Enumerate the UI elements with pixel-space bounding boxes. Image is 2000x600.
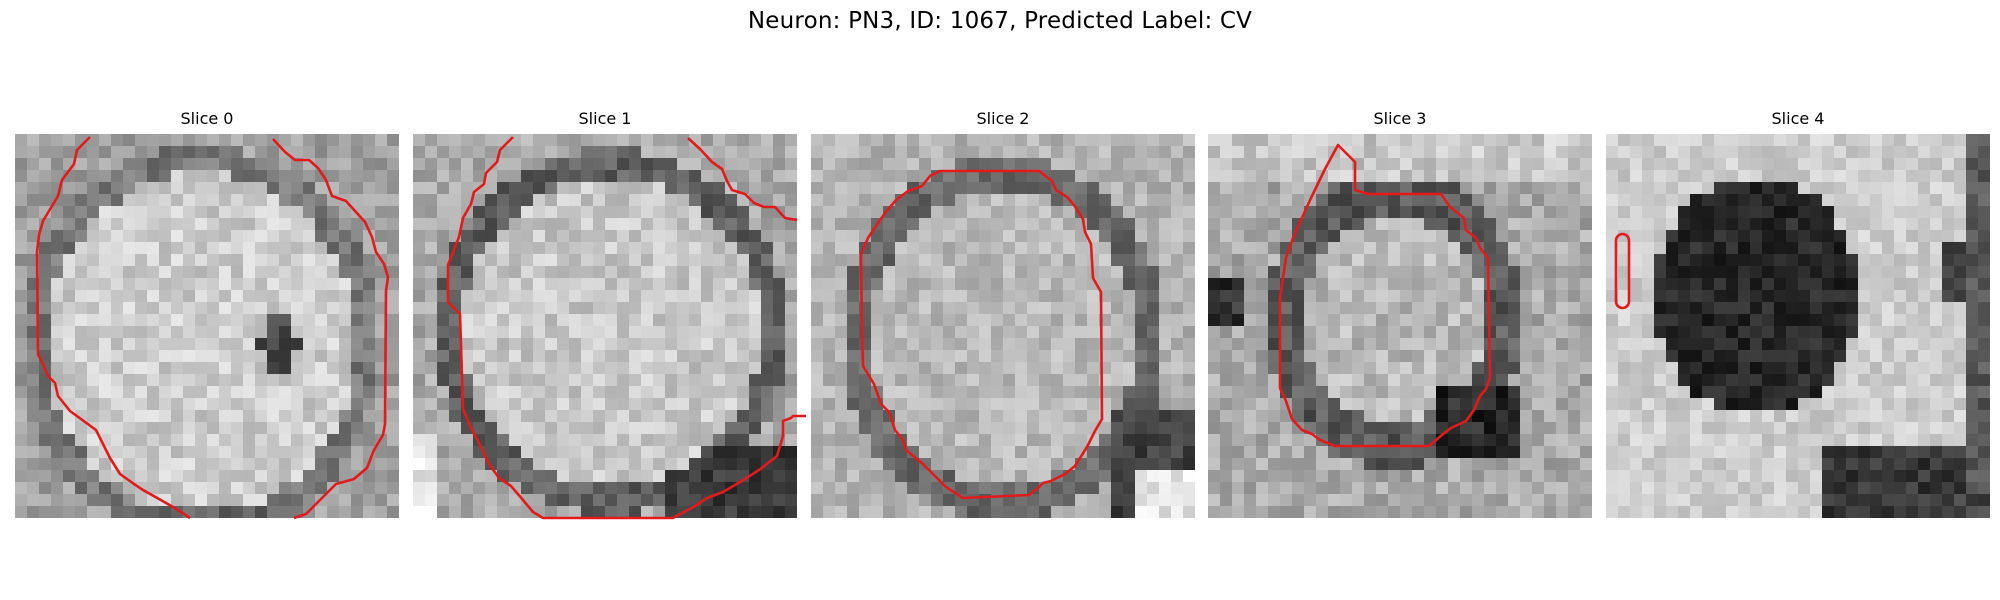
contour-overlay bbox=[446, 136, 806, 520]
contour-overlay bbox=[1278, 143, 1492, 448]
contour-line bbox=[35, 136, 191, 520]
grayscale-slice bbox=[811, 134, 1195, 518]
contour-line bbox=[687, 137, 798, 222]
slice-panel-3: Slice 3 bbox=[1208, 110, 1592, 518]
contour-overlay bbox=[35, 136, 390, 520]
slice-title: Slice 2 bbox=[976, 109, 1030, 128]
contour-line bbox=[859, 169, 1104, 500]
slice-panel-1: Slice 1 bbox=[413, 109, 806, 520]
slice-panel-2: Slice 2 bbox=[811, 110, 1195, 518]
contour-line bbox=[1278, 143, 1492, 448]
contour-line bbox=[1614, 232, 1631, 310]
contour-line bbox=[446, 136, 806, 520]
slice-image-2 bbox=[811, 134, 1195, 518]
slice-title: Slice 4 bbox=[1771, 109, 1825, 128]
slice-panel-0: Slice 0 bbox=[15, 109, 399, 520]
slice-image-1 bbox=[413, 134, 806, 520]
slice-title: Slice 0 bbox=[180, 109, 234, 128]
grayscale-slice bbox=[1606, 134, 1990, 518]
slice-image-0 bbox=[15, 134, 399, 520]
contour-overlay bbox=[859, 169, 1104, 500]
grayscale-slice bbox=[1208, 134, 1592, 518]
figure-title: Neuron: PN3, ID: 1067, Predicted Label: … bbox=[747, 8, 1253, 34]
slice-image-3 bbox=[1208, 134, 1592, 518]
grayscale-slice bbox=[413, 134, 797, 518]
contour-line bbox=[272, 138, 390, 520]
slice-image-4 bbox=[1606, 134, 1990, 518]
slice-title: Slice 1 bbox=[578, 109, 632, 128]
slice-panel-4: Slice 4 bbox=[1606, 110, 1990, 518]
contour-overlay bbox=[1614, 232, 1631, 310]
slice-title: Slice 3 bbox=[1373, 109, 1427, 128]
